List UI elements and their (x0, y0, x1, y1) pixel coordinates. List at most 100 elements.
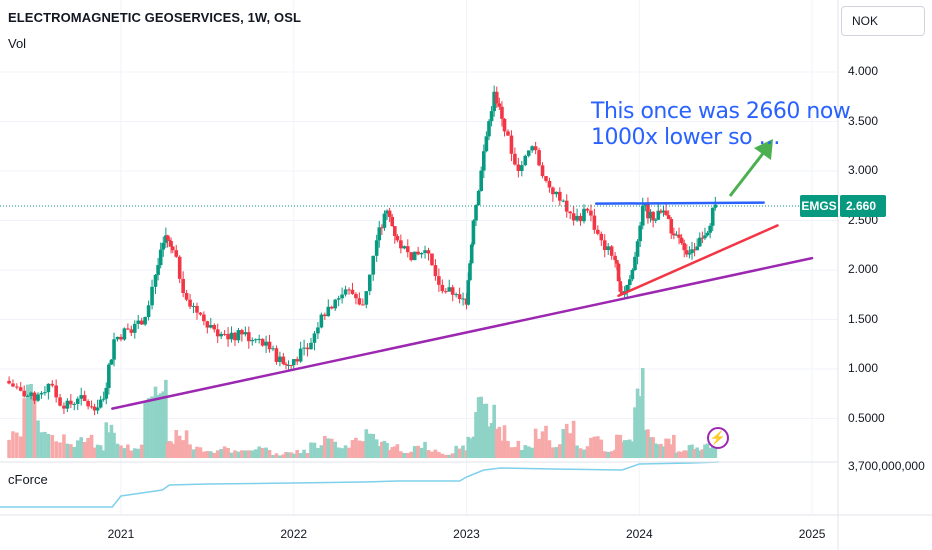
volume-bar (298, 453, 303, 458)
candle-body (281, 356, 286, 365)
volume-bar (426, 450, 431, 458)
volume-bar (177, 435, 182, 458)
volume-bar (289, 452, 293, 458)
candle-body (161, 242, 166, 250)
volume-bar (690, 444, 694, 458)
volume-bar (589, 437, 593, 458)
volume-bar (575, 445, 579, 458)
volume-bar (516, 440, 521, 458)
volume-bar (58, 442, 62, 458)
candle-body (329, 306, 334, 309)
candle-body (15, 386, 19, 388)
volume-bar (291, 453, 296, 458)
candle-body (25, 395, 30, 397)
volume-bar (119, 445, 123, 458)
volume-bar (630, 441, 635, 458)
volume-bar (430, 451, 434, 458)
volume-bar (627, 439, 632, 458)
volume-bar (651, 437, 655, 458)
candle-body (158, 249, 163, 266)
volume-bar (382, 440, 387, 458)
volume-bar (129, 450, 134, 458)
candle-body (537, 150, 541, 166)
volume-bar (635, 388, 640, 458)
volume-bar (181, 440, 185, 458)
candle-body (380, 227, 384, 229)
candle-body (212, 325, 217, 330)
y-tick-label: 4.000 (848, 64, 879, 78)
volume-bar (530, 447, 534, 458)
volume-bar (104, 422, 109, 458)
volume-bar (564, 423, 569, 458)
candle-body (393, 226, 397, 236)
candle-body (618, 281, 623, 292)
candle-body (364, 291, 369, 305)
candle-body (250, 340, 255, 342)
volume-bar (509, 447, 514, 458)
candle-body (129, 329, 134, 333)
volume-bar (233, 450, 237, 458)
candle-body (653, 219, 658, 221)
chart-annotation[interactable]: This once was 2660 now 1000x lower so … (591, 99, 851, 150)
volume-bar (596, 436, 600, 458)
volume-bar (95, 444, 100, 458)
volume-bar (92, 447, 97, 458)
volume-bar (513, 447, 517, 458)
candle-body (69, 400, 73, 405)
candle-body (98, 399, 103, 408)
candle-body (132, 323, 137, 333)
candle-body (433, 265, 438, 277)
candle-body (669, 219, 674, 234)
volume-bar (487, 426, 491, 458)
volume-bar (126, 444, 130, 458)
candle-body (606, 246, 610, 251)
volume-bar (54, 441, 58, 458)
candle-body (578, 215, 583, 222)
volume-bar (405, 453, 410, 458)
candle-body (104, 387, 109, 399)
volume-bar (136, 448, 141, 458)
volume-bar (184, 430, 189, 458)
volume-bar (682, 450, 687, 458)
lightning-bolt-icon[interactable]: ⚡ (707, 427, 729, 449)
candle-body (651, 211, 655, 221)
candle-body (554, 191, 559, 195)
volume-bar (257, 446, 261, 458)
volume-bar (547, 440, 552, 458)
candle-body (156, 265, 160, 275)
volume-bar (393, 446, 397, 458)
candle-body (22, 390, 26, 397)
volume-bar (208, 451, 213, 458)
candle-body (153, 274, 158, 287)
candle-body (191, 305, 196, 307)
candle-body (469, 244, 474, 264)
volume-bar (357, 440, 362, 458)
candle-body (229, 332, 234, 340)
volume-bar (11, 431, 15, 458)
candle-body (466, 280, 471, 305)
volume-bar (666, 438, 671, 458)
volume-bar (309, 442, 313, 458)
candle-body (395, 235, 400, 241)
trendlines (111, 201, 814, 410)
candle-body (174, 250, 179, 257)
candle-body (219, 333, 223, 337)
candle-body (79, 395, 84, 399)
candle-body (247, 332, 251, 342)
candle-body (382, 213, 387, 228)
currency-selector[interactable]: NOK (841, 6, 925, 36)
candle-body (92, 406, 97, 411)
candle-body (184, 293, 189, 300)
volume-bar (305, 452, 310, 458)
candle-body (679, 237, 684, 244)
volume-bar (656, 444, 661, 458)
candle-body (32, 392, 37, 401)
volume-bar (484, 403, 489, 458)
candle-body (516, 164, 521, 171)
candle-body (659, 210, 663, 213)
candle-body (656, 210, 661, 220)
volume-bar (247, 450, 251, 458)
last-price-tag: 2.660 (840, 195, 886, 217)
candle-body (333, 299, 337, 309)
